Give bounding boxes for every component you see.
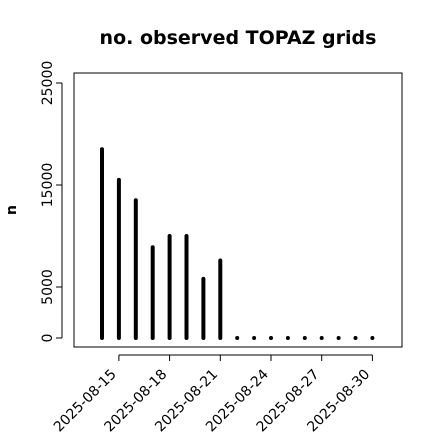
x-axis: 2025-08-152025-08-182025-08-212025-08-24… xyxy=(51,354,373,435)
bar xyxy=(285,336,290,340)
bar xyxy=(370,336,375,340)
y-tick-label: 25000 xyxy=(40,61,56,106)
bar xyxy=(269,336,273,340)
y-tick-label: 5000 xyxy=(40,269,56,305)
bar xyxy=(235,336,240,340)
bars xyxy=(100,147,375,340)
chart-title: no. observed TOPAZ grids xyxy=(100,27,377,49)
bar xyxy=(353,336,358,340)
y-axis: 0 5000 15000 25000 xyxy=(40,61,63,343)
bar xyxy=(302,336,307,340)
bar xyxy=(319,336,324,340)
bar xyxy=(336,336,341,340)
y-axis-label: n xyxy=(4,205,20,215)
bar xyxy=(252,336,257,340)
plot-frame xyxy=(73,72,403,348)
y-tick-label: 0 xyxy=(40,334,56,343)
y-tick-label: 15000 xyxy=(40,163,56,208)
